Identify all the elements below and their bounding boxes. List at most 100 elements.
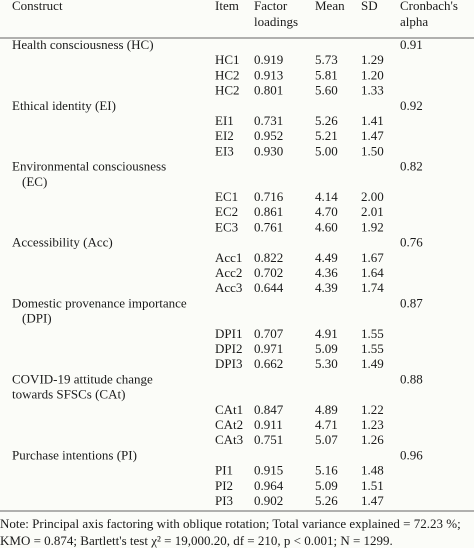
value-cell: 1.29	[361, 52, 384, 67]
value-cell: 1.20	[361, 67, 384, 82]
alpha-cell: 0.76	[400, 235, 423, 250]
item-cell: Acc2	[215, 265, 242, 280]
value-cell: 1.23	[361, 417, 384, 432]
construct-name: (EC)	[22, 174, 47, 189]
value-cell: 0.822	[254, 250, 283, 265]
value-cell: 0.662	[254, 356, 283, 371]
item-cell: EC3	[215, 219, 238, 234]
value-cell: 4.60	[315, 219, 338, 234]
alpha-cell: 0.92	[400, 98, 423, 113]
note-line: KMO = 0.874; Bartlett's test χ² = 19,000…	[0, 533, 393, 548]
value-cell: 5.09	[315, 478, 338, 493]
item-cell: EC1	[215, 189, 238, 204]
construct-name: Ethical identity (EI)	[12, 98, 116, 113]
value-cell: 0.644	[254, 280, 284, 295]
value-cell: 0.911	[254, 417, 283, 432]
value-cell: 2.01	[361, 204, 384, 219]
value-cell: 5.30	[315, 356, 338, 371]
value-cell: 1.74	[361, 280, 384, 295]
value-cell: 4.91	[315, 326, 338, 341]
header-cell: loadings	[254, 14, 298, 29]
value-cell: 0.952	[254, 128, 283, 143]
item-cell: CAt3	[215, 432, 243, 447]
value-cell: 0.731	[254, 113, 283, 128]
alpha-cell: 0.87	[400, 295, 423, 310]
value-cell: 5.16	[315, 463, 338, 478]
value-cell: 0.716	[254, 189, 284, 204]
value-cell: 5.60	[315, 83, 338, 98]
construct-name: (DPI)	[22, 311, 52, 326]
value-cell: 0.964	[254, 478, 284, 493]
item-cell: HC2	[215, 67, 240, 82]
note-line: Note: Principal axis factoring with obli…	[0, 516, 461, 531]
value-cell: 4.49	[315, 250, 338, 265]
construct-name: Environmental consciousness	[12, 159, 166, 174]
value-cell: 4.14	[315, 189, 338, 204]
item-cell: PI3	[215, 493, 233, 508]
header-cell: Cronbach's	[400, 0, 458, 13]
value-cell: 0.913	[254, 67, 283, 82]
value-cell: 0.761	[254, 219, 283, 234]
value-cell: 0.902	[254, 493, 283, 508]
header-cell: Mean	[315, 0, 345, 13]
item-cell: HC1	[215, 52, 240, 67]
value-cell: 0.919	[254, 52, 283, 67]
value-cell: 0.915	[254, 463, 283, 478]
value-cell: 5.09	[315, 341, 338, 356]
value-cell: 1.51	[361, 478, 384, 493]
item-cell: Acc3	[215, 280, 242, 295]
value-cell: 0.707	[254, 326, 284, 341]
item-cell: DPI3	[215, 356, 242, 371]
value-cell: 1.55	[361, 341, 384, 356]
construct-name: Purchase intentions (PI)	[12, 447, 137, 462]
value-cell: 0.847	[254, 402, 284, 417]
item-cell: PI1	[215, 463, 233, 478]
value-cell: 5.73	[315, 52, 338, 67]
construct-name: COVID-19 attitude change	[12, 371, 153, 386]
value-cell: 5.21	[315, 128, 338, 143]
alpha-cell: 0.82	[400, 159, 423, 174]
value-cell: 5.26	[315, 113, 338, 128]
header-cell: alpha	[400, 14, 428, 29]
header-cell: Construct	[12, 0, 63, 13]
value-cell: 4.71	[315, 417, 338, 432]
value-cell: 4.89	[315, 402, 338, 417]
item-cell: HC2	[215, 83, 240, 98]
construct-name: Domestic provenance importance	[12, 295, 187, 310]
value-cell: 0.751	[254, 432, 283, 447]
construct-name: Health consciousness (HC)	[12, 37, 154, 52]
value-cell: 1.26	[361, 432, 384, 447]
value-cell: 1.55	[361, 326, 384, 341]
construct-name: towards SFSCs (CAt)	[12, 387, 125, 402]
header-cell: SD	[361, 0, 378, 13]
value-cell: 1.49	[361, 356, 384, 371]
header-cell: Factor	[254, 0, 288, 13]
value-cell: 0.861	[254, 204, 283, 219]
value-cell: 5.07	[315, 432, 338, 447]
value-cell: 0.971	[254, 341, 283, 356]
alpha-cell: 0.88	[400, 371, 423, 386]
item-cell: DPI1	[215, 326, 242, 341]
item-cell: PI2	[215, 478, 233, 493]
value-cell: 1.48	[361, 463, 384, 478]
item-cell: EI1	[215, 113, 234, 128]
alpha-cell: 0.96	[400, 447, 423, 462]
value-cell: 2.00	[361, 189, 384, 204]
value-cell: 0.930	[254, 143, 283, 158]
item-cell: DPI2	[215, 341, 242, 356]
item-cell: EI2	[215, 128, 234, 143]
value-cell: 5.26	[315, 493, 338, 508]
item-cell: EC2	[215, 204, 238, 219]
item-cell: CAt2	[215, 417, 243, 432]
alpha-cell: 0.91	[400, 37, 423, 52]
value-cell: 1.41	[361, 113, 384, 128]
value-cell: 0.801	[254, 83, 283, 98]
item-cell: EI3	[215, 143, 234, 158]
value-cell: 0.702	[254, 265, 283, 280]
value-cell: 1.67	[361, 250, 384, 265]
value-cell: 1.47	[361, 493, 384, 508]
value-cell: 4.39	[315, 280, 338, 295]
value-cell: 1.92	[361, 219, 384, 234]
value-cell: 1.22	[361, 402, 384, 417]
